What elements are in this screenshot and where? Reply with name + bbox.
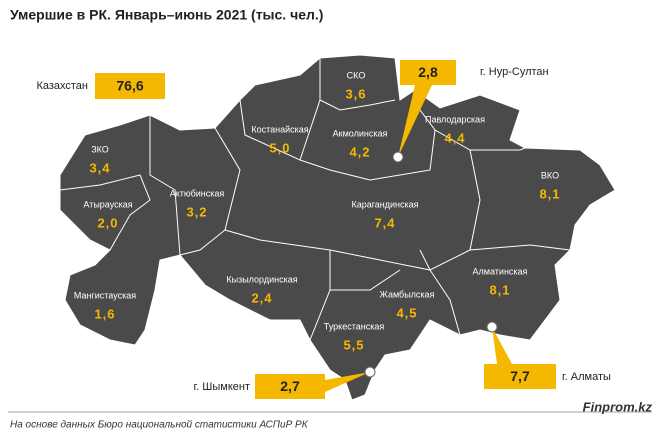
region-value: 1,6 — [94, 306, 115, 321]
region-name: Туркестанская — [324, 321, 385, 331]
region-value: 5,5 — [343, 337, 364, 352]
title: Умершие в РК. Январь–июнь 2021 (тыс. чел… — [10, 7, 323, 23]
city-box — [484, 364, 556, 389]
city-pointer — [398, 85, 432, 157]
region-value: 4,4 — [444, 130, 465, 145]
city-dot — [364, 366, 376, 378]
city-dot — [486, 321, 498, 333]
city-box — [255, 374, 325, 399]
total-value: 76,6 — [116, 78, 143, 94]
city-name: г. Нур-Султан — [480, 66, 549, 78]
region-value: 8,1 — [539, 186, 560, 201]
region-name: Павлодарская — [425, 114, 485, 124]
city-box — [400, 60, 456, 85]
region-value: 2,4 — [251, 290, 272, 305]
region-name: Акмолинская — [333, 128, 388, 138]
region-borders — [59, 58, 571, 341]
region-value: 3,4 — [89, 160, 110, 175]
region-value: 3,6 — [345, 86, 366, 101]
region-name: Кызылординская — [226, 274, 297, 284]
region-name: Мангистауская — [74, 290, 136, 300]
region-name: Костанайская — [251, 124, 308, 134]
region-name: Алматинская — [473, 266, 528, 276]
brand: Finprom.kz — [583, 399, 653, 414]
region-value: 2,0 — [97, 215, 118, 230]
city-value: 2,7 — [280, 378, 300, 394]
city-pointer — [492, 327, 512, 364]
region-name: Карагандинская — [351, 199, 418, 209]
region-name: Атырауская — [83, 199, 132, 209]
city-name: г. Шымкент — [194, 381, 251, 393]
total-box — [95, 73, 165, 99]
city-value: 7,7 — [510, 368, 530, 384]
city-pointer — [325, 372, 370, 392]
region-name: ЗКО — [91, 144, 109, 154]
region-name: СКО — [347, 70, 366, 80]
region-value: 4,5 — [396, 305, 417, 320]
region-name: ВКО — [541, 170, 559, 180]
region-value: 4,2 — [349, 144, 370, 159]
region-value: 3,2 — [186, 204, 207, 219]
region-value: 5,0 — [269, 140, 290, 155]
total-label: Казахстан — [36, 80, 88, 92]
source-note: На основе данных Бюро национальной стати… — [10, 420, 309, 431]
city-dot — [392, 151, 404, 163]
region-name: Актюбинская — [170, 188, 225, 198]
region-name: Жамбылская — [380, 289, 435, 299]
region-value: 8,1 — [489, 282, 510, 297]
city-value: 2,8 — [418, 64, 438, 80]
country-shape — [59, 54, 616, 401]
city-name: г. Алматы — [562, 371, 611, 383]
region-value: 7,4 — [374, 215, 395, 230]
